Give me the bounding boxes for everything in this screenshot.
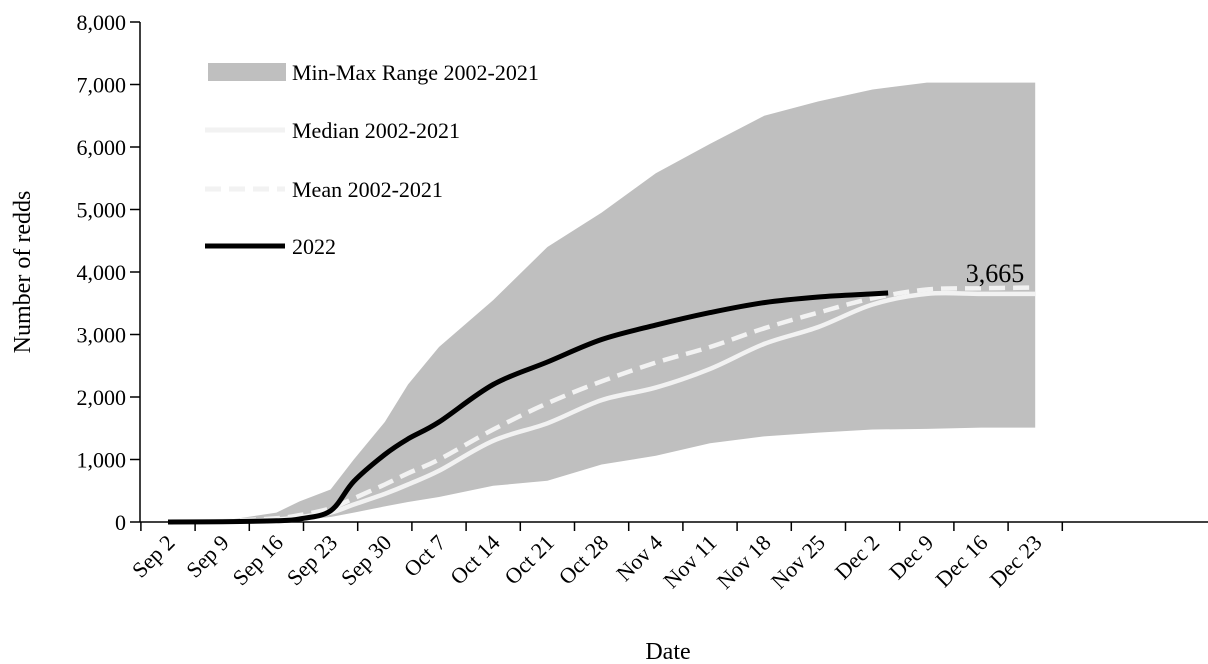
x-tick-label: Nov 11 [658, 530, 721, 593]
x-tick-label: Sep 16 [227, 530, 287, 590]
legend-label-median: Median 2002-2021 [292, 118, 460, 143]
x-tick-label: Oct 28 [554, 530, 614, 590]
final-value-annotation: 3,665 [966, 259, 1025, 288]
x-tick-label: Sep 23 [282, 530, 342, 590]
plot-series-layer [167, 82, 1036, 525]
legend-swatch-minmax [208, 63, 286, 81]
y-axis-title: Number of redds [10, 191, 36, 354]
y-tick-label: 2,000 [77, 385, 127, 410]
y-tick-label: 1,000 [77, 448, 127, 473]
x-tick-label: Sep 30 [336, 530, 396, 590]
x-tick-label: Nov 25 [766, 530, 830, 594]
x-tick-label: Oct 21 [499, 530, 559, 590]
x-tick-label: Dec 23 [985, 530, 1047, 592]
mean-line [167, 285, 1036, 525]
y-tick-labels: 0 1,000 2,000 3,000 4,000 5,000 6,000 7,000 8,00… [77, 10, 127, 535]
x-tick-label: Dec 2 [830, 530, 884, 584]
x-tick-label: Nov 18 [712, 530, 776, 594]
axes-layer [130, 21, 1208, 531]
x-tick-label: Sep 9 [181, 530, 234, 583]
line-2022 [167, 290, 889, 525]
y-tick-label: 0 [115, 510, 126, 535]
legend-label-2022: 2022 [292, 234, 336, 259]
x-tick-label: Dec 16 [930, 530, 992, 592]
legend: Min-Max Range 2002-2021 Median 2002-2021… [205, 60, 539, 259]
x-tick-label: Dec 9 [884, 530, 938, 584]
x-tick-label: Sep 2 [127, 530, 180, 583]
legend-label-minmax: Min-Max Range 2002-2021 [292, 60, 539, 85]
x-tick-label: Oct 7 [399, 530, 451, 582]
x-axis-title: Date [645, 639, 690, 664]
minmax-range-band [168, 82, 1036, 522]
y-tick-label: 8,000 [77, 10, 127, 35]
y-tick-label: 5,000 [77, 198, 127, 223]
y-tick-label: 6,000 [77, 135, 127, 160]
y-tick-label: 3,000 [77, 323, 127, 348]
legend-label-mean: Mean 2002-2021 [292, 177, 443, 202]
x-tick-label: Oct 14 [445, 530, 505, 590]
y-tick-label: 4,000 [77, 260, 127, 285]
y-tick-label: 7,000 [77, 73, 127, 98]
